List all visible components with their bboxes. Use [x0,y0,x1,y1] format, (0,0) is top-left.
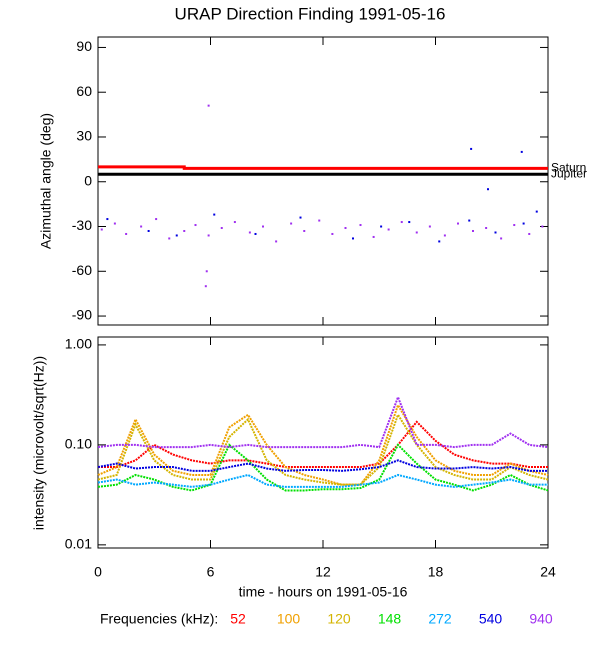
point [331,232,334,235]
point [248,231,251,234]
top-frame [97,36,549,326]
point [100,228,103,231]
point [106,218,109,221]
point [438,240,441,243]
y-tick-label: 30 [76,128,92,144]
legend-label: 148 [378,611,402,627]
legend-label: 272 [428,611,452,627]
line-label: Saturn [551,160,586,174]
point [428,225,431,228]
legend-title: Frequencies (kHz): [100,611,218,627]
point [140,225,143,228]
point [352,237,354,240]
y-tick-label: 1.00 [65,336,92,352]
point [415,231,418,234]
point [457,222,459,225]
point [500,237,503,240]
series-line [97,394,549,449]
series-line [97,473,548,488]
point [408,221,411,224]
legend-label: 540 [479,611,503,627]
x-tick-label: 12 [315,564,331,580]
point [233,221,236,224]
chart-title: URAP Direction Finding 1991-05-16 [175,4,446,23]
point [204,285,207,288]
legend-label: 52 [230,611,246,627]
point [359,224,362,227]
point [183,229,186,232]
y-tick-label: -30 [72,217,92,233]
point [380,225,383,228]
point [318,219,321,222]
point [299,216,302,219]
reference-line [98,165,548,170]
point [470,147,473,150]
point [535,210,538,213]
point [303,229,306,232]
x-tick-label: 24 [540,564,556,580]
point [220,227,223,230]
series-line [97,459,548,472]
point [468,219,471,222]
legend-label: 120 [327,611,351,627]
point [155,218,158,221]
point [175,234,178,237]
y-tick-label: 0.10 [65,436,92,452]
point [147,229,150,232]
point [541,225,544,228]
series-line [97,443,549,492]
x-tick-label: 18 [428,564,444,580]
point [522,222,525,225]
y-tick-label: 60 [76,83,92,99]
y-tick-label: -60 [72,262,92,278]
y-tick-label: 0.01 [65,536,92,552]
point [213,213,216,216]
point [275,240,278,243]
y-tick-label: 90 [76,38,92,54]
y-axis-label: intensity (microvolt/sqrt(Hz)) [31,356,47,530]
point [254,232,257,235]
point [494,231,497,234]
point [513,224,516,227]
y-tick-label: 0 [84,172,92,188]
point [528,232,531,235]
point [520,150,523,153]
y-tick-label: -90 [72,307,92,323]
point [485,227,488,230]
legend-label: 100 [277,611,301,627]
point [194,224,197,227]
legend-label: 940 [529,611,553,627]
x-axis-label: time - hours on 1991-05-16 [239,584,408,600]
point [443,234,446,237]
point [113,222,116,225]
point [168,237,171,240]
point [487,188,489,191]
point [262,225,264,228]
series-line [97,412,549,486]
series-line [98,420,548,469]
bottom-frame [97,336,549,549]
x-tick-label: 6 [207,564,215,580]
point [205,270,208,273]
point [400,221,403,224]
y-axis-label: Azimuthal angle (deg) [38,113,54,249]
point [207,234,210,237]
point [344,227,347,230]
point [290,222,293,225]
x-tick-label: 0 [94,564,102,580]
line-label: Jupiter [551,166,587,180]
point [472,229,474,232]
point [207,104,210,107]
series-line [97,402,549,486]
point [372,235,375,238]
point [387,228,390,231]
point [125,232,128,235]
